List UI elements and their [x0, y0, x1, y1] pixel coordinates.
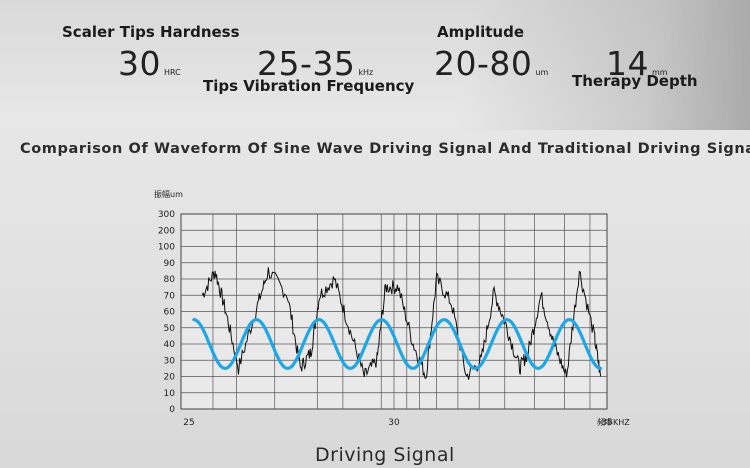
- spec-number: 30: [118, 44, 161, 83]
- spec-value-amplitude: 20-80 um: [434, 44, 548, 83]
- spec-value-hardness: 30 HRC: [118, 44, 181, 83]
- y-tick-label: 90: [164, 259, 176, 269]
- y-tick-label: 300: [158, 210, 175, 220]
- x-tick-label: 30: [388, 418, 400, 428]
- chart-title: Comparison Of Waveform Of Sine Wave Driv…: [20, 141, 750, 157]
- spec-number: 14: [606, 44, 649, 83]
- spec-label-amplitude: Amplitude: [437, 23, 525, 41]
- spec-value-depth: 14 mm: [606, 44, 668, 83]
- y-tick-label: 50: [164, 324, 176, 334]
- spec-label-frequency: Tips Vibration Frequency: [203, 77, 415, 95]
- spec-label-depth: Therapy Depth: [572, 72, 698, 90]
- y-tick-label: 0: [169, 405, 175, 415]
- y-tick-label: 200: [158, 226, 175, 236]
- y-tick-label: 100: [158, 243, 175, 253]
- spec-unit: HRC: [164, 68, 181, 77]
- spec-unit: kHz: [358, 68, 374, 77]
- y-tick-label: 30: [164, 356, 176, 366]
- spec-value-frequency: 25-35 kHz: [257, 44, 373, 83]
- x-tick-label: 25: [183, 418, 194, 428]
- y-axis-label: 振幅um: [154, 189, 183, 199]
- y-tick-label: 10: [164, 389, 176, 399]
- spec-label-hardness: Scaler Tips Hardness: [62, 23, 240, 41]
- x-axis-label: 频率KHZ: [597, 417, 630, 427]
- y-tick-label: 80: [164, 275, 176, 285]
- spec-number: 20-80: [434, 44, 533, 83]
- series-sine-signal: [192, 317, 603, 371]
- y-tick-label: 40: [164, 340, 176, 350]
- footer-caption: Driving Signal: [315, 444, 455, 466]
- spec-unit: mm: [652, 68, 668, 77]
- x-tick-label: 35: [601, 418, 612, 428]
- series-traditional-signal: [201, 267, 602, 380]
- y-tick-label: 70: [164, 291, 176, 301]
- y-tick-label: 60: [164, 308, 176, 318]
- y-tick-label: 20: [164, 373, 176, 383]
- spec-number: 25-35: [257, 44, 356, 83]
- spec-unit: um: [535, 68, 549, 77]
